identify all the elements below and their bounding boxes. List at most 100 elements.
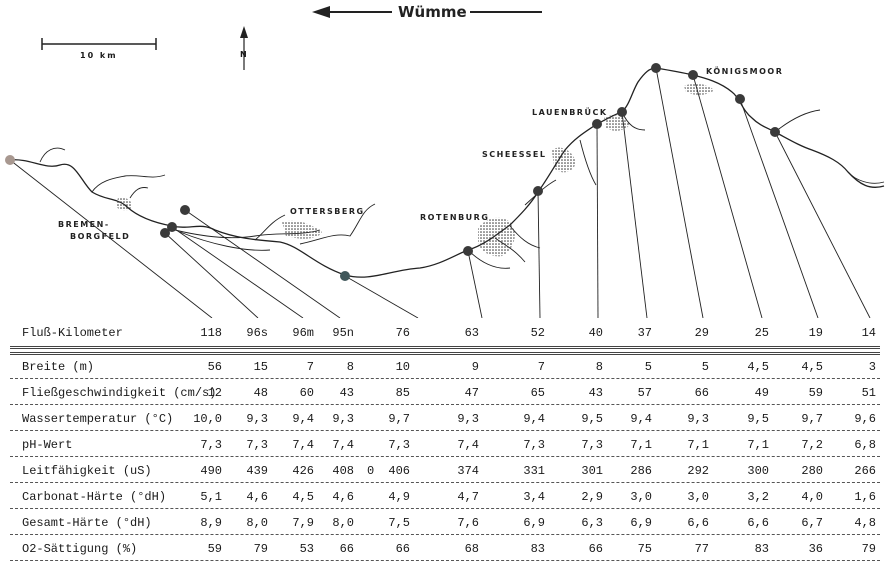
table-cell: 6,9 [630, 516, 652, 530]
station-95n [180, 205, 190, 215]
table-cell: 47 [464, 386, 479, 400]
table-cell: 19 [808, 326, 823, 340]
table-cell: 51 [861, 386, 876, 400]
table-cell: 7,6 [457, 516, 479, 530]
table-cell: 1,6 [854, 490, 876, 504]
table-cell: 7,3 [581, 438, 603, 452]
table-rule [10, 508, 880, 509]
river-map: Wümme 10 km N BREMEN- BORGFELD OTTERSBER… [5, 3, 885, 319]
table-cell: 12 [207, 386, 222, 400]
table-cell: 7,3 [523, 438, 545, 452]
table-cell: 9,5 [747, 412, 769, 426]
table-cell: 79 [253, 542, 268, 556]
table-cell: 9,4 [523, 412, 545, 426]
table-rule [10, 482, 880, 483]
table-cell: 83 [754, 542, 769, 556]
table-rule [10, 378, 880, 379]
table-cell: 7 [306, 360, 314, 374]
table-cell: 426 [292, 464, 314, 478]
table-cell: 96s [246, 326, 268, 340]
row-label: Wassertemperatur (°C) [22, 412, 174, 426]
station-14 [770, 127, 780, 137]
table-row: Gesamt-Härte (°dH) 8,9 8,0 7,9 8,0 7,5 7,6 6,9 6… [0, 510, 885, 536]
table-cell: 66 [588, 542, 603, 556]
place-label-lauenbrueck: LAUENBRÜCK [532, 108, 608, 117]
table-cell: 77 [694, 542, 709, 556]
row-label: O2-Sättigung (%) [22, 542, 138, 556]
table-cell: 10 [395, 360, 410, 374]
table-cell: 6,7 [801, 516, 823, 530]
table-row: Fließgeschwindigkeit (cm/s) 12 48 60 43 85 47 6… [0, 380, 885, 406]
table-cell: 7,1 [747, 438, 769, 452]
table-cell: 7,9 [292, 516, 314, 530]
table-rule [10, 534, 880, 535]
stray-mark: 0 [367, 464, 375, 478]
row-label: Gesamt-Härte (°dH) [22, 516, 152, 530]
table-cell: 53 [299, 542, 314, 556]
table-cell: 68 [464, 542, 479, 556]
table-cell: 4,0 [801, 490, 823, 504]
table-cell: 4,6 [332, 490, 354, 504]
table-cell: 118 [200, 326, 222, 340]
place-label-rotenburg: ROTENBURG [420, 213, 490, 222]
table-cell: 59 [808, 386, 823, 400]
table-cell: 5,1 [200, 490, 222, 504]
table-cell: 7,1 [687, 438, 709, 452]
table-cell: 4,5 [801, 360, 823, 374]
table-cell: 9,3 [246, 412, 268, 426]
scale-bar [41, 38, 157, 50]
table-cell: 8 [346, 360, 354, 374]
table-cell: 7,3 [200, 438, 222, 452]
table-cell: 4,6 [246, 490, 268, 504]
table-cell: 76 [395, 326, 410, 340]
table-cell: 57 [637, 386, 652, 400]
sampling-stations [5, 63, 780, 281]
table-cell: 9,3 [332, 412, 354, 426]
table-cell: 3,4 [523, 490, 545, 504]
table-cell: 48 [253, 386, 268, 400]
table-cell: 63 [464, 326, 479, 340]
tributaries [39, 109, 885, 269]
table-rule [10, 404, 880, 405]
table-cell: 9,3 [687, 412, 709, 426]
table-cell: 49 [754, 386, 769, 400]
table-cell: 14 [861, 326, 876, 340]
station-96s [160, 228, 170, 238]
table-cell: 9,7 [801, 412, 823, 426]
table-header-row: Fluß-Kilometer 118 96s 96m 95n 76 63 52 40 37 29 25… [0, 320, 885, 346]
table-cell: 8,0 [332, 516, 354, 530]
table-cell: 406 [388, 464, 410, 478]
map-drawing [5, 6, 885, 319]
table-cell: 85 [395, 386, 410, 400]
table-cell: 286 [630, 464, 652, 478]
table-rule [10, 560, 880, 561]
table-cell: 15 [253, 360, 268, 374]
table-cell: 8,9 [200, 516, 222, 530]
table-cell: 43 [588, 386, 603, 400]
row-label: Breite (m) [22, 360, 95, 374]
river-title: Wümme [398, 3, 467, 21]
measurement-table: Fluß-Kilometer 118 96s 96m 95n 76 63 52 40 37 29 25… [0, 318, 885, 570]
table-cell: 66 [395, 542, 410, 556]
table-cell: 8 [595, 360, 603, 374]
table-cell: 439 [246, 464, 268, 478]
town-areas [116, 83, 714, 257]
table-cell: 25 [754, 326, 769, 340]
north-label: N [240, 50, 247, 59]
table-cell: 7,2 [801, 438, 823, 452]
station-37 [617, 107, 627, 117]
table-rule [10, 456, 880, 457]
table-row: Breite (m) 56 15 7 8 10 9 7 8 5 5 4,5 4,5 3 [0, 354, 885, 380]
table-cell: 7,1 [630, 438, 652, 452]
table-cell: 66 [339, 542, 354, 556]
row-label: Fließgeschwindigkeit (cm/s) [22, 386, 217, 400]
table-cell: 7,4 [332, 438, 354, 452]
table-cell: 374 [457, 464, 479, 478]
table-cell: 9,4 [292, 412, 314, 426]
table-cell: 9,5 [581, 412, 603, 426]
table-cell: 9,6 [854, 412, 876, 426]
table-cell: 10,0 [193, 412, 222, 426]
scale-label: 10 km [80, 51, 118, 60]
station-40 [592, 119, 602, 129]
table-row: O2-Sättigung (%) 59 79 53 66 66 68 83 66 75 77 83 36… [0, 536, 885, 562]
